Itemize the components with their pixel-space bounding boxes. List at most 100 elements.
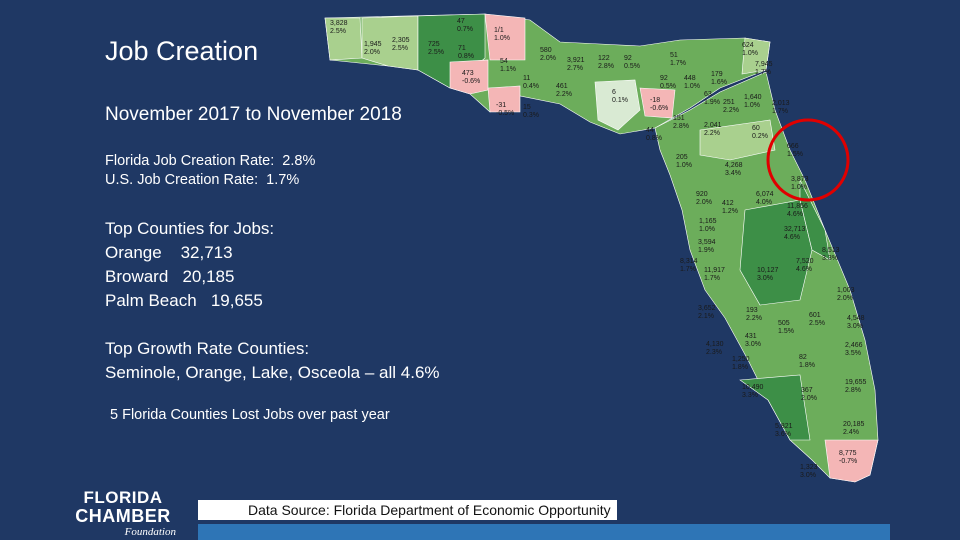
county-label: 193 2.2% — [746, 307, 762, 322]
county-northeast-light — [699, 119, 776, 161]
us-rate: U.S. Job Creation Rate: 1.7% — [105, 172, 300, 188]
county-label: 2,041 2.2% — [704, 122, 722, 137]
county-label: 1,945 2.0% — [364, 41, 382, 56]
top-counties-jobs: Top Counties for Jobs: Orange 32,713 Bro… — [105, 217, 274, 313]
slide-subtitle: November 2017 to November 2018 — [105, 104, 402, 125]
county-label: 367 2.0% — [801, 387, 817, 402]
county-label: 92 0.5% — [624, 55, 640, 70]
top-jobs-item: Palm Beach 19,655 — [105, 291, 263, 310]
county-pale-1 — [594, 79, 641, 131]
county-label: 2,305 2.5% — [392, 37, 410, 52]
county-label: 92 0.5% — [660, 75, 676, 90]
county-label: 2,013 1.7% — [772, 100, 790, 115]
county-label: 3,873 1.0% — [791, 176, 809, 191]
county-label: 8,314 1.7% — [680, 258, 698, 273]
county-label: 10,490 3.3% — [742, 384, 764, 399]
data-source-text: Data Source: Florida Department of Econo… — [198, 500, 617, 520]
county-label: 1/1 1.0% — [494, 27, 510, 42]
county-label: 412 1.2% — [722, 200, 738, 215]
county-label: 122 2.8% — [598, 55, 614, 70]
county-label: 205 1.0% — [676, 154, 692, 169]
county-loss-2 — [449, 59, 489, 95]
county-label: 179 1.6% — [711, 71, 727, 86]
bottom-bar — [198, 524, 890, 540]
county-label: 601 2.5% — [809, 312, 825, 327]
top-growth-counties: Top Growth Rate Counties: Seminole, Oran… — [105, 337, 440, 385]
county-label: -31 -0.5% — [496, 102, 514, 117]
counties-lost-jobs-note: 5 Florida Counties Lost Jobs over past y… — [110, 407, 390, 423]
top-jobs-item: Orange 32,713 — [105, 243, 233, 262]
county-label: 1,165 1.0% — [699, 218, 717, 233]
logo-line-florida: FLORIDA — [83, 488, 163, 507]
county-label: 725 2.5% — [428, 41, 444, 56]
top-jobs-heading: Top Counties for Jobs: — [105, 219, 275, 238]
job-creation-rates: Florida Job Creation Rate: 2.8% U.S. Job… — [105, 152, 315, 190]
county-southwest — [739, 374, 811, 441]
county-label: 1,250 1.8% — [732, 356, 750, 371]
county-west-2 — [361, 15, 419, 71]
logo-line-chamber: CHAMBER — [75, 506, 171, 526]
county-label: 251 2.2% — [723, 99, 739, 114]
county-label: 7,520 4.6% — [796, 258, 814, 273]
county-label: 10,127 3.0% — [757, 267, 779, 282]
county-label: 11,917 1.7% — [704, 267, 725, 282]
county-loss-4 — [639, 87, 676, 119]
county-label: 7,945 1.7% — [755, 61, 773, 76]
county-labels: 3,828 2.5% 1,945 2.0% 2,305 2.5% 725 2.5% 47… — [330, 18, 867, 479]
county-label: 5,821 3.6% — [775, 423, 793, 438]
county-label: 3,921 2.7% — [567, 57, 585, 72]
county-label: 11,856 4.6% — [787, 203, 808, 218]
county-label: 473 -0.6% — [462, 70, 480, 85]
county-label: 47 0.7% — [457, 18, 473, 33]
county-miami-dade — [824, 439, 879, 483]
county-label: 82 1.8% — [799, 354, 815, 369]
county-light-ne — [741, 37, 771, 75]
top-jobs-item: Broward 20,185 — [105, 267, 235, 286]
county-label: 8,775 -0.7% — [839, 450, 857, 465]
county-label: 3,652 2.1% — [698, 305, 716, 320]
county-label: 431 3.0% — [745, 333, 761, 348]
map-shapes — [324, 13, 879, 483]
county-label: 20,185 2.4% — [843, 421, 865, 436]
county-label: 63 1.9% — [704, 91, 720, 106]
county-label: 1,640 1.0% — [744, 94, 762, 109]
county-label: 15 0.3% — [523, 104, 539, 119]
county-label: 624 1.0% — [742, 42, 758, 57]
slide-title: Job Creation — [105, 36, 259, 66]
county-label: 920 2.0% — [696, 191, 712, 206]
county-label: 505 1.5% — [778, 320, 794, 335]
florida-chamber-logo: FLORIDA CHAMBER Foundation — [64, 488, 182, 539]
county-loss-1 — [484, 13, 526, 61]
data-source: Data Source: Florida Department of Econo… — [198, 500, 617, 520]
county-label: 3,828 2.5% — [330, 20, 348, 35]
county-label: 54 1.1% — [500, 58, 516, 73]
county-label: 6 0.1% — [612, 89, 628, 104]
county-label: 448 1.0% — [684, 75, 700, 90]
county-label: 71 0.8% — [458, 45, 474, 60]
logo-line-foundation: Foundation — [124, 526, 176, 538]
county-label: 8,513 3.3% — [822, 247, 840, 262]
county-label: 666 1.5% — [787, 143, 803, 158]
county-label: 4,268 3.4% — [725, 162, 743, 177]
county-loss-3 — [487, 85, 521, 113]
top-growth-heading: Top Growth Rate Counties: — [105, 339, 310, 358]
county-label: 3,594 1.9% — [698, 239, 716, 254]
county-label: 60 0.2% — [752, 125, 768, 140]
county-label: 19,655 2.8% — [845, 379, 867, 394]
county-label: 1,323 3.0% — [800, 464, 818, 479]
county-label: 151 2.8% — [673, 115, 689, 130]
county-label: 4,548 3.0% — [847, 315, 865, 330]
top-growth-list: Seminole, Orange, Lake, Osceola – all 4.… — [105, 363, 440, 382]
county-label: 1,003 2.0% — [837, 287, 855, 302]
county-label: 580 2.0% — [540, 47, 556, 62]
county-label: 11 0.4% — [523, 75, 539, 90]
county-label: 4,130 2.3% — [706, 341, 724, 356]
county-label: 44 0.8% — [646, 127, 662, 142]
county-label: 32,713 4.6% — [784, 226, 806, 241]
florida-rate: Florida Job Creation Rate: 2.8% — [105, 153, 316, 169]
highlight-circle — [766, 118, 850, 202]
county-label: 461 2.2% — [556, 83, 572, 98]
county-label: 6,074 4.0% — [756, 191, 774, 206]
